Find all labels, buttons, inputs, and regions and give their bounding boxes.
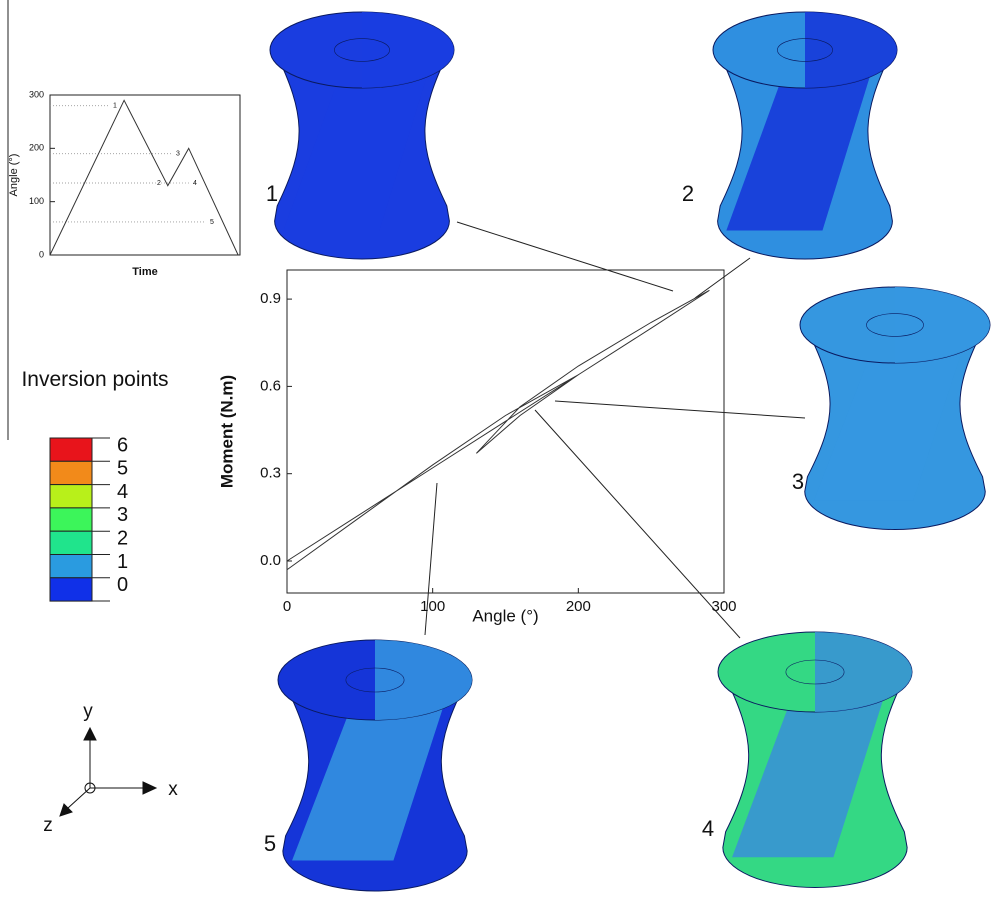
axis-y-label: y xyxy=(83,701,93,722)
legend-swatch xyxy=(50,461,92,484)
plot-frame xyxy=(50,95,240,255)
legend-swatch xyxy=(50,578,92,601)
specimen-top-region xyxy=(815,632,912,712)
x-tick-label: 100 xyxy=(420,598,445,615)
specimen-label: 1 xyxy=(266,181,278,206)
y-axis-title: Moment (N.m) xyxy=(217,375,236,488)
legend-label: 2 xyxy=(117,527,128,549)
x-tick-label: 300 xyxy=(711,598,736,615)
specimen-top-region xyxy=(895,287,990,363)
axis-arrow xyxy=(68,788,90,808)
legend-label: 5 xyxy=(117,458,128,480)
connector xyxy=(695,258,750,298)
axis-z-label: z xyxy=(43,815,53,836)
legend-label: 6 xyxy=(117,434,128,456)
y-tick-label: 0.0 xyxy=(260,552,281,569)
x-tick-label: 200 xyxy=(566,598,591,615)
data-line xyxy=(50,100,238,255)
specimens: 1 2 3 4 5 xyxy=(264,12,990,891)
specimen-label: 3 xyxy=(792,469,804,494)
legend-swatch xyxy=(50,555,92,578)
y-tick-label: 0.9 xyxy=(260,290,281,307)
specimen-label: 4 xyxy=(702,816,714,841)
legend-swatch xyxy=(50,485,92,508)
connectors xyxy=(425,222,805,638)
specimen-top-region xyxy=(375,640,472,720)
connector xyxy=(457,222,673,291)
x-axis-title: Time xyxy=(132,266,157,278)
legend-title: Inversion points xyxy=(20,366,170,394)
y-tick-label: 100 xyxy=(29,196,44,206)
legend-label: 4 xyxy=(117,481,128,503)
reference-label: 4 xyxy=(193,180,197,187)
x-axis-title: Angle (°) xyxy=(472,606,538,625)
x-tick-label: 0 xyxy=(283,598,291,615)
legend-swatch xyxy=(50,531,92,554)
legend-label: 1 xyxy=(117,551,128,573)
axis-x-label: x xyxy=(168,779,178,800)
triad: y x z xyxy=(43,701,178,836)
figure: 12345 0100200300TimeAngle (°)132450.00.3… xyxy=(0,0,995,897)
arrow-head xyxy=(143,782,156,794)
legend-swatch xyxy=(50,438,92,461)
arrow-head xyxy=(84,728,96,740)
y-tick-label: 0.6 xyxy=(260,377,281,394)
legend-label: 3 xyxy=(117,504,128,526)
specimen-label: 2 xyxy=(682,181,694,206)
y-tick-label: 0.3 xyxy=(260,465,281,482)
specimen-top-region xyxy=(362,12,454,88)
specimen-label: 5 xyxy=(264,831,276,856)
data-line xyxy=(287,290,709,569)
reference-label: 3 xyxy=(176,151,180,158)
connector xyxy=(555,401,805,418)
canvas: 12345 0100200300TimeAngle (°)132450.00.3… xyxy=(0,0,995,897)
y-tick-label: 0 xyxy=(39,249,44,259)
legend-swatch xyxy=(50,508,92,531)
reference-label: 1 xyxy=(113,103,117,110)
reference-label: 5 xyxy=(210,219,214,226)
y-tick-label: 200 xyxy=(29,143,44,153)
specimen-top-region xyxy=(805,12,897,88)
y-axis-title: Angle (°) xyxy=(8,154,20,197)
legend-label: 0 xyxy=(117,574,128,596)
y-tick-label: 300 xyxy=(29,89,44,99)
